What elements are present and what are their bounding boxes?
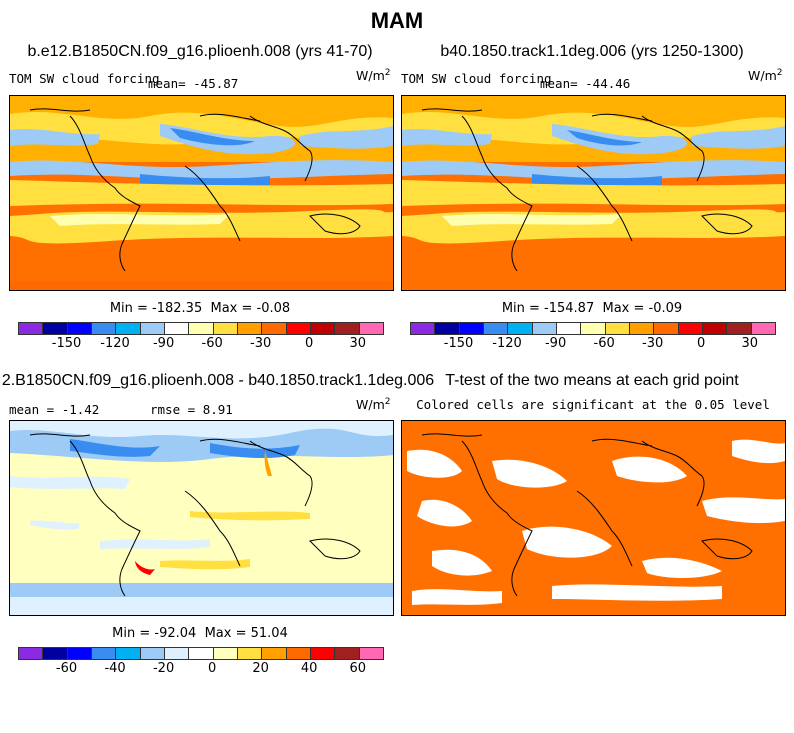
panel1-map bbox=[9, 95, 394, 291]
colorbar-swatch bbox=[556, 323, 582, 334]
colorbar-tick-label: 40 bbox=[300, 661, 318, 676]
colorbar-swatch bbox=[359, 323, 383, 334]
panel1-variable-label: TOM SW cloud forcing bbox=[9, 71, 160, 86]
panel3-colorbar bbox=[18, 647, 384, 660]
colorbar-tick-label: -90 bbox=[544, 336, 567, 351]
colorbar-tick-label: 0 bbox=[697, 336, 706, 351]
colorbar-swatch bbox=[411, 323, 436, 334]
colorbar-tick-label: -90 bbox=[152, 336, 175, 351]
colorbar-swatch bbox=[91, 648, 117, 659]
colorbar-swatch bbox=[67, 323, 92, 334]
panel2-map bbox=[401, 95, 786, 291]
colorbar-swatch bbox=[435, 323, 460, 334]
colorbar-tick-label: 20 bbox=[252, 661, 269, 676]
colorbar-swatch bbox=[286, 648, 311, 659]
colorbar-swatch bbox=[483, 323, 509, 334]
colorbar-swatch bbox=[581, 323, 606, 334]
colorbar-tick-label: 60 bbox=[349, 661, 366, 676]
colorbar-tick-label: -150 bbox=[51, 336, 82, 351]
colorbar-swatch bbox=[43, 323, 68, 334]
colorbar-tick-label: -30 bbox=[250, 336, 272, 351]
colorbar-swatch bbox=[262, 648, 287, 659]
colorbar-swatch bbox=[164, 648, 190, 659]
colorbar-swatch bbox=[237, 323, 263, 334]
panel2-mean: mean= -44.46 bbox=[540, 76, 631, 91]
panel1-title: b.e12.B1850CN.f09_g16.plioenh.008 (yrs 4… bbox=[27, 43, 373, 60]
colorbar-tick-label: -60 bbox=[593, 336, 615, 351]
colorbar-tick-label: 0 bbox=[207, 661, 217, 676]
panel4-title: T-test of the two means at each grid poi… bbox=[445, 372, 739, 389]
panel1-minmax: Min = -182.35 Max = -0.08 bbox=[109, 301, 291, 316]
colorbar-swatch bbox=[727, 323, 752, 334]
colorbar-swatch bbox=[91, 323, 117, 334]
colorbar-swatch bbox=[629, 323, 655, 334]
colorbar-swatch bbox=[310, 323, 336, 334]
colorbar-swatch bbox=[213, 648, 238, 659]
colorbar-swatch bbox=[43, 648, 68, 659]
panel2-variable-label: TOM SW cloud forcing bbox=[401, 71, 552, 86]
colorbar-swatch bbox=[262, 323, 287, 334]
colorbar-swatch bbox=[140, 648, 165, 659]
colorbar-swatch bbox=[751, 323, 775, 334]
panel1-units: W/m2 bbox=[356, 68, 391, 84]
colorbar-tick-label: -120 bbox=[492, 336, 522, 351]
colorbar-tick-label: -20 bbox=[152, 661, 175, 676]
colorbar-tick-label: -120 bbox=[100, 336, 130, 351]
colorbar-swatch bbox=[508, 323, 533, 334]
colorbar-tick-label: -150 bbox=[443, 336, 474, 351]
colorbar-swatch bbox=[702, 323, 728, 334]
colorbar-swatch bbox=[654, 323, 679, 334]
colorbar-swatch bbox=[19, 648, 44, 659]
colorbar-swatch bbox=[164, 323, 190, 334]
colorbar-tick-label: -60 bbox=[201, 336, 223, 351]
colorbar-swatch bbox=[189, 323, 214, 334]
colorbar-swatch bbox=[605, 323, 630, 334]
colorbar-tick-label: -60 bbox=[55, 661, 78, 676]
panel4-note: Colored cells are significant at the 0.0… bbox=[416, 397, 770, 412]
colorbar-swatch bbox=[213, 323, 238, 334]
panel3-minmax: Min = -92.04 Max = 51.04 bbox=[112, 626, 288, 641]
colorbar-tick-label: 30 bbox=[741, 336, 758, 351]
colorbar-swatch bbox=[335, 648, 360, 659]
colorbar-swatch bbox=[237, 648, 263, 659]
colorbar-swatch bbox=[19, 323, 44, 334]
panel2-minmax: Min = -154.87 Max = -0.09 bbox=[501, 301, 683, 316]
panel1-mean: mean= -45.87 bbox=[148, 76, 239, 91]
panel2-units: W/m2 bbox=[748, 68, 783, 84]
colorbar-swatch bbox=[116, 323, 141, 334]
colorbar-tick-label: 0 bbox=[305, 336, 314, 351]
colorbar-swatch bbox=[286, 323, 311, 334]
panel3-map bbox=[9, 420, 394, 616]
colorbar-tick-label: -40 bbox=[104, 661, 126, 676]
colorbar-swatch bbox=[310, 648, 336, 659]
colorbar-tick-label: -30 bbox=[642, 336, 664, 351]
colorbar-swatch bbox=[678, 323, 703, 334]
colorbar-swatch bbox=[359, 648, 383, 659]
panel2-colorbar bbox=[410, 322, 776, 335]
colorbar-swatch bbox=[532, 323, 557, 334]
colorbar-swatch bbox=[67, 648, 92, 659]
colorbar-swatch bbox=[335, 323, 360, 334]
colorbar-tick-label: 30 bbox=[349, 336, 366, 351]
colorbar-swatch bbox=[140, 323, 165, 334]
panel4-map bbox=[401, 420, 786, 616]
colorbar-swatch bbox=[459, 323, 484, 334]
figure-title: MAM bbox=[370, 8, 424, 33]
panel3-mean: mean = -1.42 bbox=[9, 402, 100, 417]
panel1-colorbar bbox=[18, 322, 384, 335]
panel3-title: 2.B1850CN.f09_g16.plioenh.008 - b40.1850… bbox=[1, 372, 435, 389]
panel3-units: W/m2 bbox=[356, 397, 391, 413]
colorbar-swatch bbox=[189, 648, 214, 659]
panel3-rmse: rmse = 8.91 bbox=[150, 402, 233, 417]
colorbar-swatch bbox=[116, 648, 141, 659]
panel2-title: b40.1850.track1.1deg.006 (yrs 1250-1300) bbox=[440, 43, 744, 60]
